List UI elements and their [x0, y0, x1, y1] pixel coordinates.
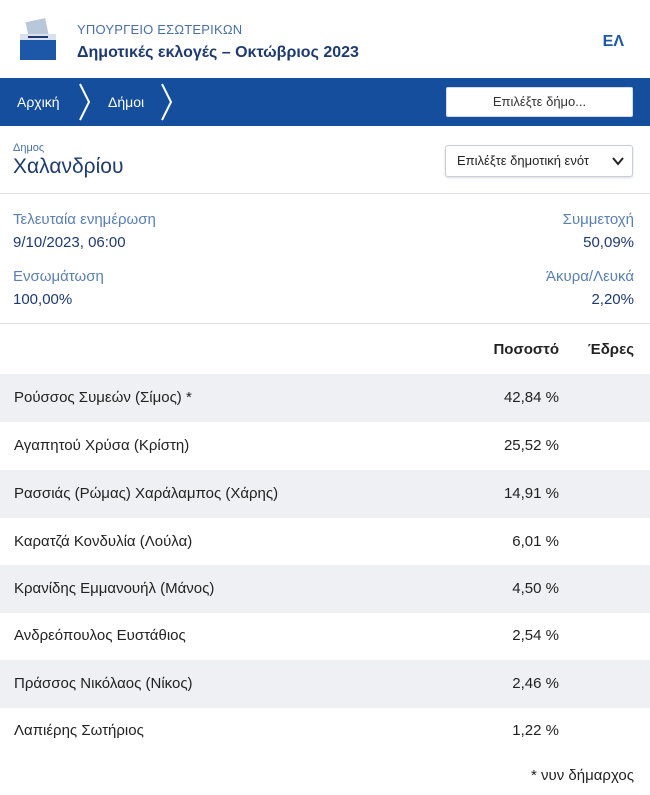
app-header: ΥΠΟΥΡΓΕΙΟ ΕΣΩΤΕΡΙΚΩΝ Δημοτικές εκλογές –…	[0, 0, 650, 78]
candidate-percent: 2,46 %	[512, 675, 559, 692]
table-row: Αγαπητού Χρύσα (Κρίστη) 25,52 %	[0, 422, 650, 470]
table-row: Λαπιέρης Σωτήριος 1,22 %	[0, 707, 650, 755]
candidate-percent: 4,50 %	[512, 580, 559, 597]
candidate-name: Ρούσσος Συμεών (Σίμος) *	[14, 389, 192, 406]
last-update-value: 9/10/2023, 06:00	[13, 234, 126, 251]
footnote: * νυν δήμαρχος	[531, 767, 634, 784]
integration-value: 100,00%	[13, 291, 73, 308]
candidate-name: Αγαπητού Χρύσα (Κρίστη)	[14, 437, 190, 454]
table-row: Κρανίδης Εμμανουήλ (Μάνος) 4,50 %	[0, 565, 650, 613]
candidate-percent: 42,84 %	[503, 389, 559, 406]
municipal-unit-select[interactable]: Επιλέξτε δημοτική ενότ	[445, 145, 633, 177]
candidate-percent: 25,52 %	[503, 437, 559, 454]
candidate-percent: 14,91 %	[503, 485, 559, 502]
table-row: Ρούσσος Συμεών (Σίμος) * 42,84 %	[0, 374, 650, 422]
candidate-percent: 6,01 %	[512, 533, 559, 550]
candidate-name: Πράσσος Νικόλαος (Νίκος)	[14, 675, 193, 692]
candidate-percent: 1,22 %	[512, 722, 559, 739]
turnout-label: Συμμετοχή	[562, 211, 634, 228]
chevron-right-icon	[79, 83, 91, 121]
breadcrumb-home[interactable]: Αρχική	[17, 94, 60, 110]
table-row: Ρασσιάς (Ρώμας) Χαράλαμπος (Χάρης) 14,91…	[0, 470, 650, 518]
municipal-unit-select-value: Επιλέξτε δημοτική ενότ	[457, 153, 590, 168]
candidate-name: Ρασσιάς (Ρώμας) Χαράλαμπος (Χάρης)	[14, 485, 279, 502]
candidate-name: Ανδρεόπουλος Ευστάθιος	[14, 627, 186, 644]
last-update-label: Τελευταία ενημέρωση	[13, 211, 156, 228]
candidate-name: Κρανίδης Εμμανουήλ (Μάνος)	[14, 580, 215, 597]
breadcrumb-nav: Αρχική Δήμοι	[0, 78, 650, 126]
municipality-name: Χαλανδρίου	[13, 155, 124, 178]
ballot-box-icon	[20, 18, 56, 60]
column-header-seats: Έδρες	[587, 341, 634, 358]
chevron-down-icon	[612, 157, 624, 166]
ministry-name: ΥΠΟΥΡΓΕΙΟ ΕΣΩΤΕΡΙΚΩΝ	[77, 22, 243, 37]
candidate-name: Καρατζά Κονδυλία (Λούλα)	[14, 533, 193, 550]
breadcrumb-municipalities[interactable]: Δήμοι	[108, 94, 145, 110]
table-row: Καρατζά Κονδυλία (Λούλα) 6,01 %	[0, 518, 650, 566]
column-header-percent: Ποσοστό	[493, 341, 559, 358]
chevron-right-icon	[161, 83, 173, 121]
divider	[0, 323, 650, 324]
municipality-label: Δημος	[13, 142, 45, 154]
election-title: Δημοτικές εκλογές – Οκτώβριος 2023	[77, 44, 359, 61]
invalid-blank-label: Άκυρα/Λευκά	[546, 268, 634, 285]
candidate-percent: 2,54 %	[512, 627, 559, 644]
turnout-value: 50,09%	[583, 234, 634, 251]
invalid-blank-value: 2,20%	[591, 291, 634, 308]
table-row: Ανδρεόπουλος Ευστάθιος 2,54 %	[0, 612, 650, 660]
language-switch[interactable]: ΕΛ	[602, 33, 624, 50]
divider	[0, 193, 650, 194]
integration-label: Ενσωμάτωση	[13, 268, 104, 285]
candidate-name: Λαπιέρης Σωτήριος	[14, 722, 144, 739]
table-row: Πράσσος Νικόλαος (Νίκος) 2,46 %	[0, 660, 650, 708]
select-municipality-button[interactable]: Επιλέξτε δήμο...	[446, 87, 633, 117]
